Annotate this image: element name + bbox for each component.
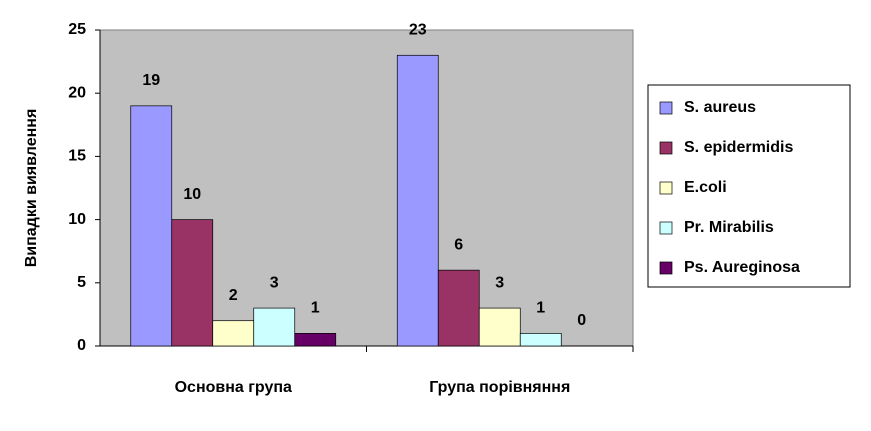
- y-tick-label: 5: [77, 274, 86, 291]
- y-tick-label: 0: [77, 337, 86, 354]
- legend-box: [647, 84, 851, 288]
- bar: [171, 219, 214, 347]
- x-tick-label: Основна група: [175, 379, 292, 396]
- legend-label: Pr. Mirabilis: [684, 219, 774, 236]
- data-label: 3: [495, 274, 504, 291]
- legend-swatch: [659, 101, 673, 115]
- y-axis-label: Випадки виявлення: [23, 109, 40, 268]
- data-label: 1: [536, 300, 545, 317]
- legend-swatch: [659, 141, 673, 155]
- bar: [437, 269, 480, 347]
- bar: [396, 54, 439, 347]
- data-label: 0: [577, 312, 586, 329]
- legend-label: S. aureus: [684, 99, 756, 116]
- data-label: 10: [183, 186, 201, 203]
- data-label: 3: [270, 274, 279, 291]
- bar: [478, 307, 521, 347]
- legend-label: S. epidermidis: [684, 139, 793, 156]
- legend-swatch: [659, 221, 673, 235]
- bar: [294, 333, 337, 347]
- x-tick-label: Група порівняння: [429, 379, 570, 396]
- bar: [253, 307, 296, 347]
- legend-label: E.coli: [684, 179, 727, 196]
- data-label: 19: [142, 72, 160, 89]
- y-tick-label: 15: [68, 148, 86, 165]
- legend-swatch: [659, 181, 673, 195]
- bar: [130, 105, 173, 347]
- data-label: 1: [311, 300, 320, 317]
- y-tick-label: 20: [68, 84, 86, 101]
- data-label: 6: [454, 236, 463, 253]
- legend-swatch: [659, 261, 673, 275]
- legend-label: Ps. Aureginosa: [684, 259, 800, 276]
- y-tick-label: 25: [68, 21, 86, 38]
- data-label: 2: [229, 287, 238, 304]
- data-label: 23: [409, 21, 427, 38]
- bar: [519, 333, 562, 347]
- y-tick-label: 10: [68, 211, 86, 228]
- bar: [212, 320, 255, 347]
